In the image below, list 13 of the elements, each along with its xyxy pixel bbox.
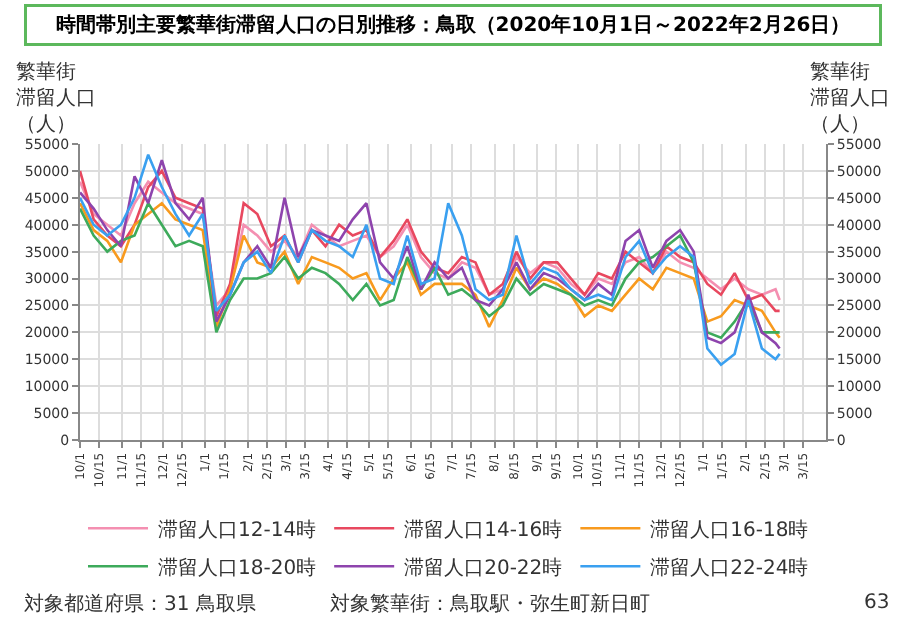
text: 対象繁華街：鳥取駅・弥生町新日町 <box>330 592 650 616</box>
legend-label: 滞留人口22-24時 <box>650 556 809 580</box>
chart-title: 時間帯別主要繁華街滞留人口の日別推移：鳥取（2020年10月1日～2022年2月26日） <box>55 13 851 37</box>
text: 対象都道府県：31 鳥取県 <box>24 592 256 616</box>
y2-axis-title: 繁華街滞留人口（人） <box>810 60 890 136</box>
text: 63 <box>864 592 890 614</box>
legend-label: 滞留人口18-20時 <box>158 556 317 580</box>
y-axis-title: 繁華街滞留人口（人） <box>16 60 96 136</box>
line-series <box>80 201 781 340</box>
legend-label: 滞留人口14-16時 <box>404 518 563 542</box>
legend-label: 滞留人口12-14時 <box>158 518 317 542</box>
legend-label: 滞留人口20-22時 <box>404 556 563 580</box>
legend-label: 滞留人口16-18時 <box>650 518 809 542</box>
